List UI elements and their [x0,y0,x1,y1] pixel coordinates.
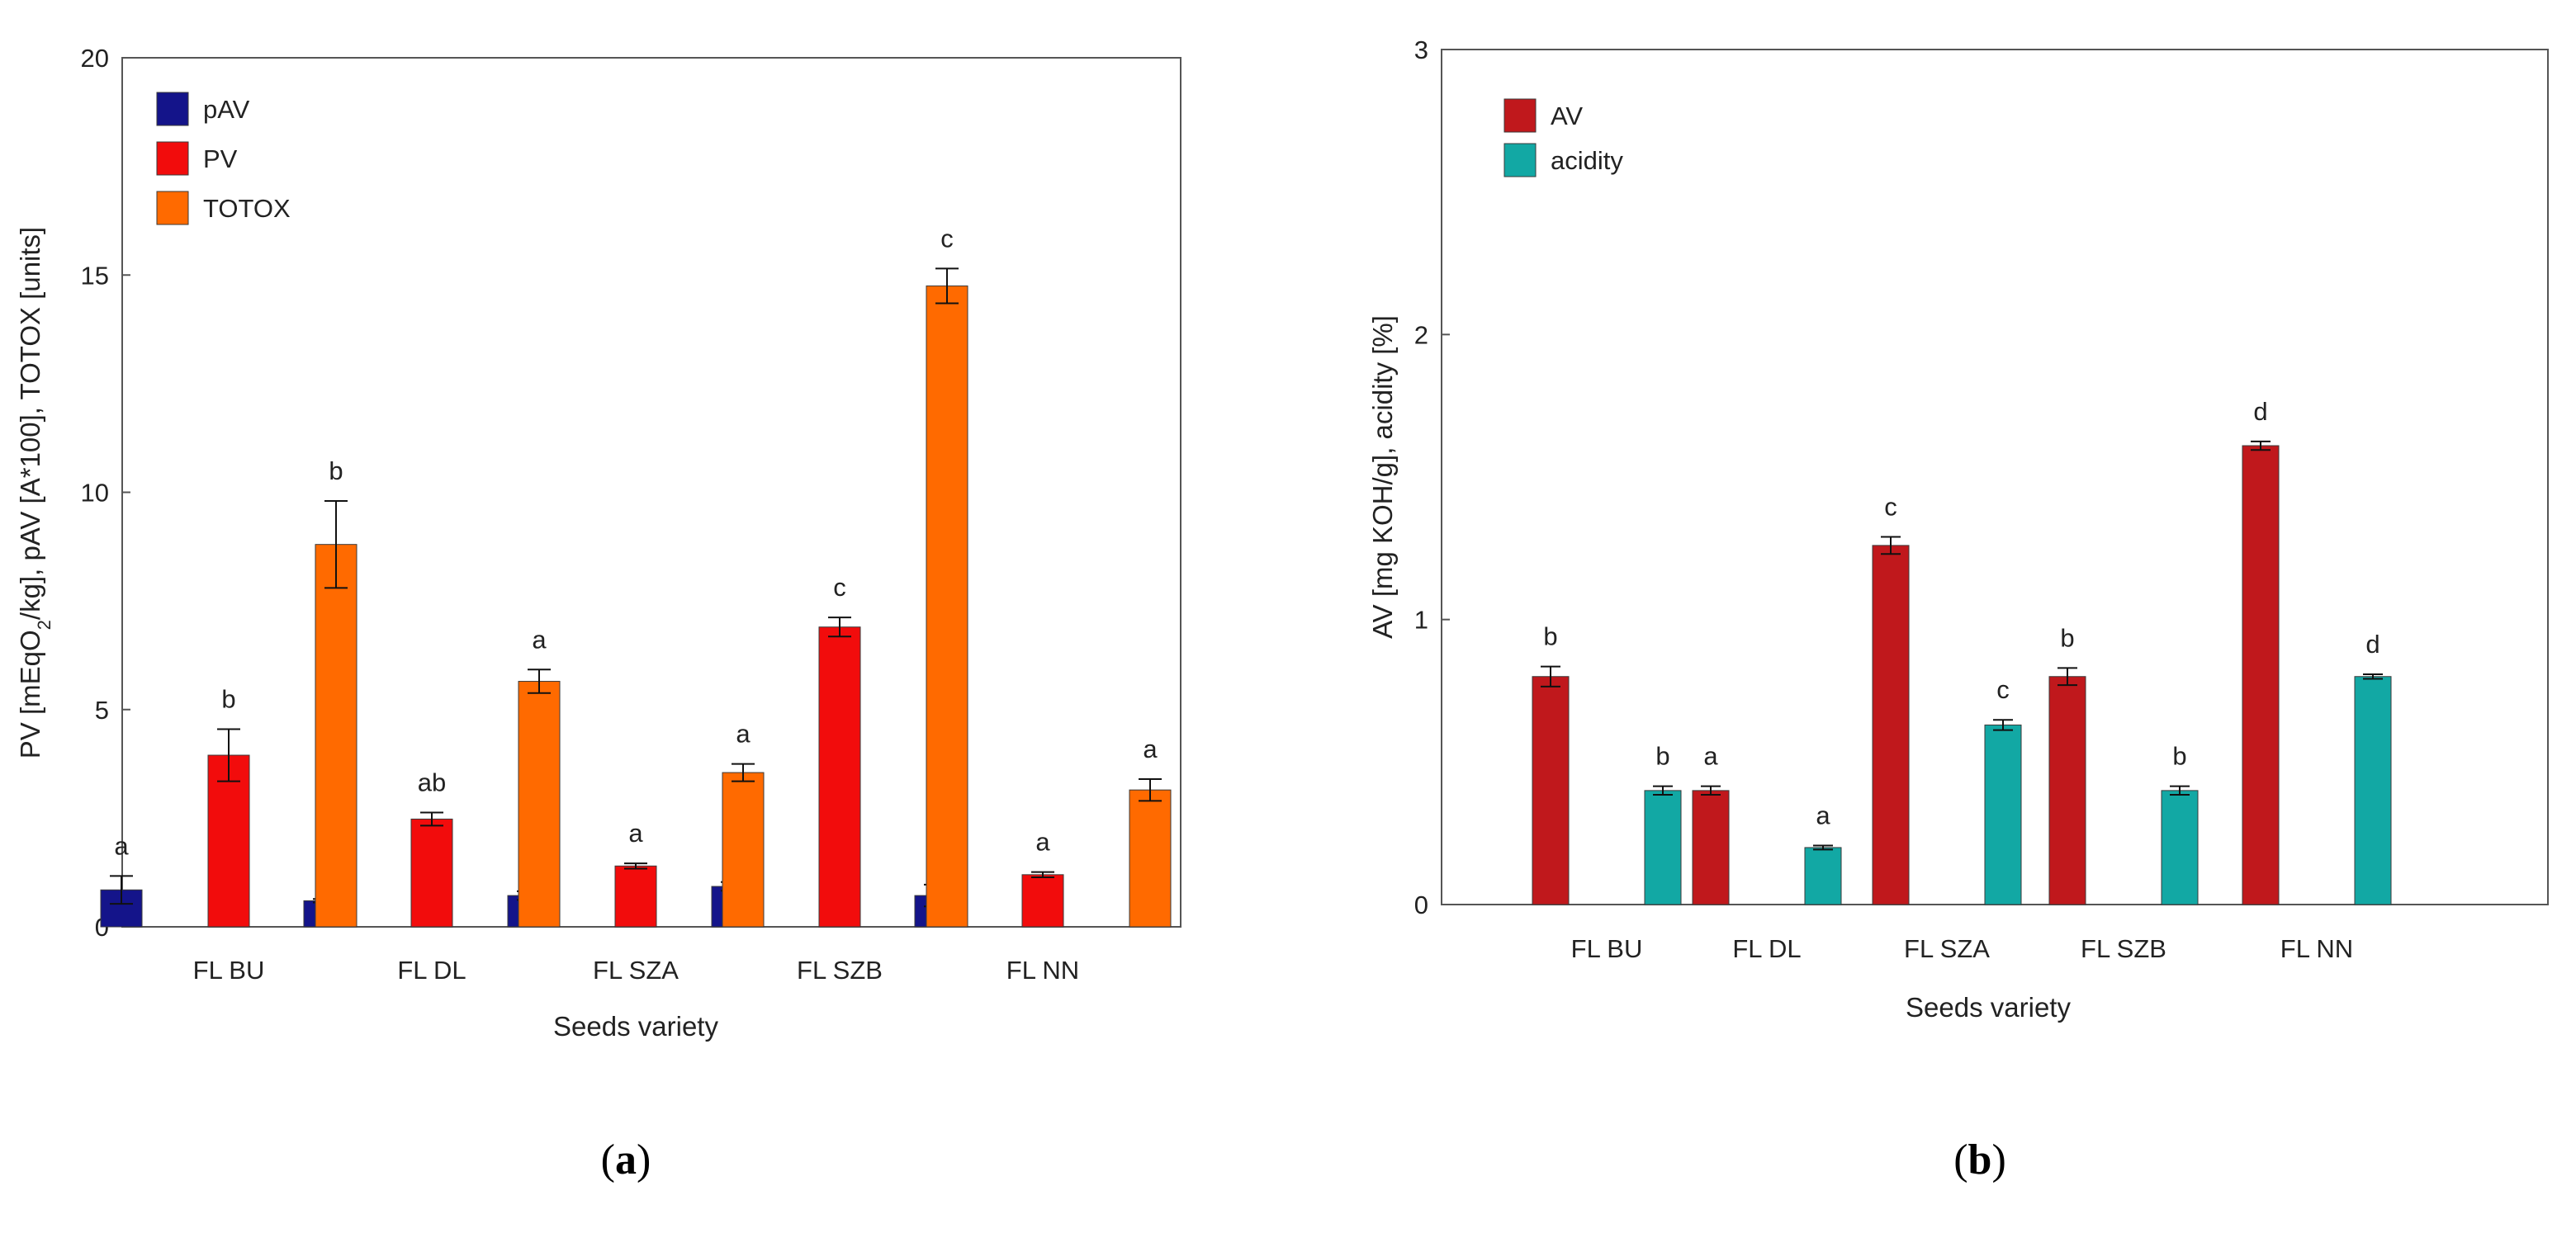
y-axis-title-b: AV [mg KOH/g], acidity [%] [1367,315,1398,639]
x-tick-label: FL BU [1571,934,1643,963]
bar [1804,847,1842,905]
legend-label: AV [1551,102,1583,130]
bar [1984,724,2022,905]
bar [1692,790,1730,905]
legend-label: PV [203,144,238,173]
y-tick-label: 0 [1414,891,1428,919]
significance-letter: c [833,573,846,602]
significance-letter: b [329,456,343,485]
x-tick-label: FL SZB [2081,934,2166,963]
x-axis-a: FL BU FL DL FL SZA FL SZB FL NN [193,956,1080,985]
y-axis-b: 0 1 2 3 [1414,35,1450,919]
significance-letter: b [2060,623,2074,652]
chart-panel-b: 0 1 2 3 FL BU FL DL FL SZA FL SZB FL NN b a c b d b a… [1367,35,2549,1183]
significance-letter: a [628,819,643,848]
legend-label: acidity [1551,146,1623,175]
significance-letter: b [1543,622,1557,651]
x-axis-title-a: Seeds variety [553,1011,718,1042]
bar [722,772,765,928]
x-tick-label: FL DL [1732,934,1801,963]
y-tick-label: 5 [95,696,109,725]
bar [1872,545,1910,905]
significance-letter: c [1996,675,2010,704]
legend-label: pAV [203,95,250,124]
significance-letter: a [532,625,547,654]
x-tick-label: FL SZA [593,956,679,985]
plot-frame-a [121,57,1181,928]
legend-swatch [156,191,189,225]
x-tick-label: FL SZA [1904,934,1990,963]
bar [1644,790,1682,905]
y-tick-label: 2 [1414,320,1428,349]
x-tick-label: FL SZB [797,956,883,985]
bar [518,681,561,928]
x-tick-label: FL NN [2280,934,2353,963]
bars-a: aaaaababacabaaca [100,224,1172,928]
y-tick-label: 10 [81,479,109,508]
bars-b: b a c b d b a c b d [1532,397,2392,905]
bar [100,889,143,928]
x-tick-label: FL NN [1006,956,1079,985]
y-tick-label: 1 [1414,606,1428,635]
significance-letter: a [1816,801,1830,830]
bar [818,626,861,928]
legend-label: TOTOX [203,194,291,223]
panel-label-a: (a) [601,1136,651,1183]
y-axis-title-a: PV [mEqO2/kg], pAV [A*100], TOTOX [units… [15,227,54,758]
significance-letter: ab [418,768,446,797]
significance-letter: a [114,831,129,860]
x-tick-label: FL BU [193,956,265,985]
legend-b: AV acidity [1503,98,1623,177]
bar [2242,445,2280,905]
bar [207,754,250,928]
bar [1129,789,1172,928]
y-tick-label: 15 [81,261,109,290]
y-tick-label: 3 [1414,35,1428,64]
legend-swatch [1503,143,1537,177]
y-axis-a: 05101520 [81,44,130,942]
bar [2161,790,2199,905]
bar [315,544,358,928]
significance-letter: a [736,720,751,749]
legend-swatch [1503,98,1537,133]
significance-letter: b [221,684,235,713]
significance-letter: c [940,224,954,253]
bar [614,865,657,928]
legend-swatch [156,141,189,176]
significance-letter: d [2253,397,2267,426]
x-axis-title-b: Seeds variety [1906,992,2071,1023]
significance-letter: c [1884,493,1897,522]
bar [1532,676,1570,905]
bar [926,285,968,928]
bar [1021,874,1064,928]
legend-a: pAV PV TOTOX [156,92,291,225]
significance-letter: b [2172,742,2186,771]
significance-letter: b [1655,742,1669,771]
significance-letter: a [1035,828,1050,857]
significance-letter: d [2365,630,2379,659]
significance-letter: a [1703,742,1718,771]
panel-label-b: (b) [1953,1136,2006,1183]
legend-swatch [156,92,189,126]
x-tick-label: FL DL [397,956,466,985]
bar [2048,676,2086,905]
y-tick-label: 20 [81,44,109,73]
bar [410,818,453,928]
significance-letter: a [1143,735,1158,763]
bar [2354,676,2392,905]
x-axis-b: FL BU FL DL FL SZA FL SZB FL NN [1571,934,2354,963]
